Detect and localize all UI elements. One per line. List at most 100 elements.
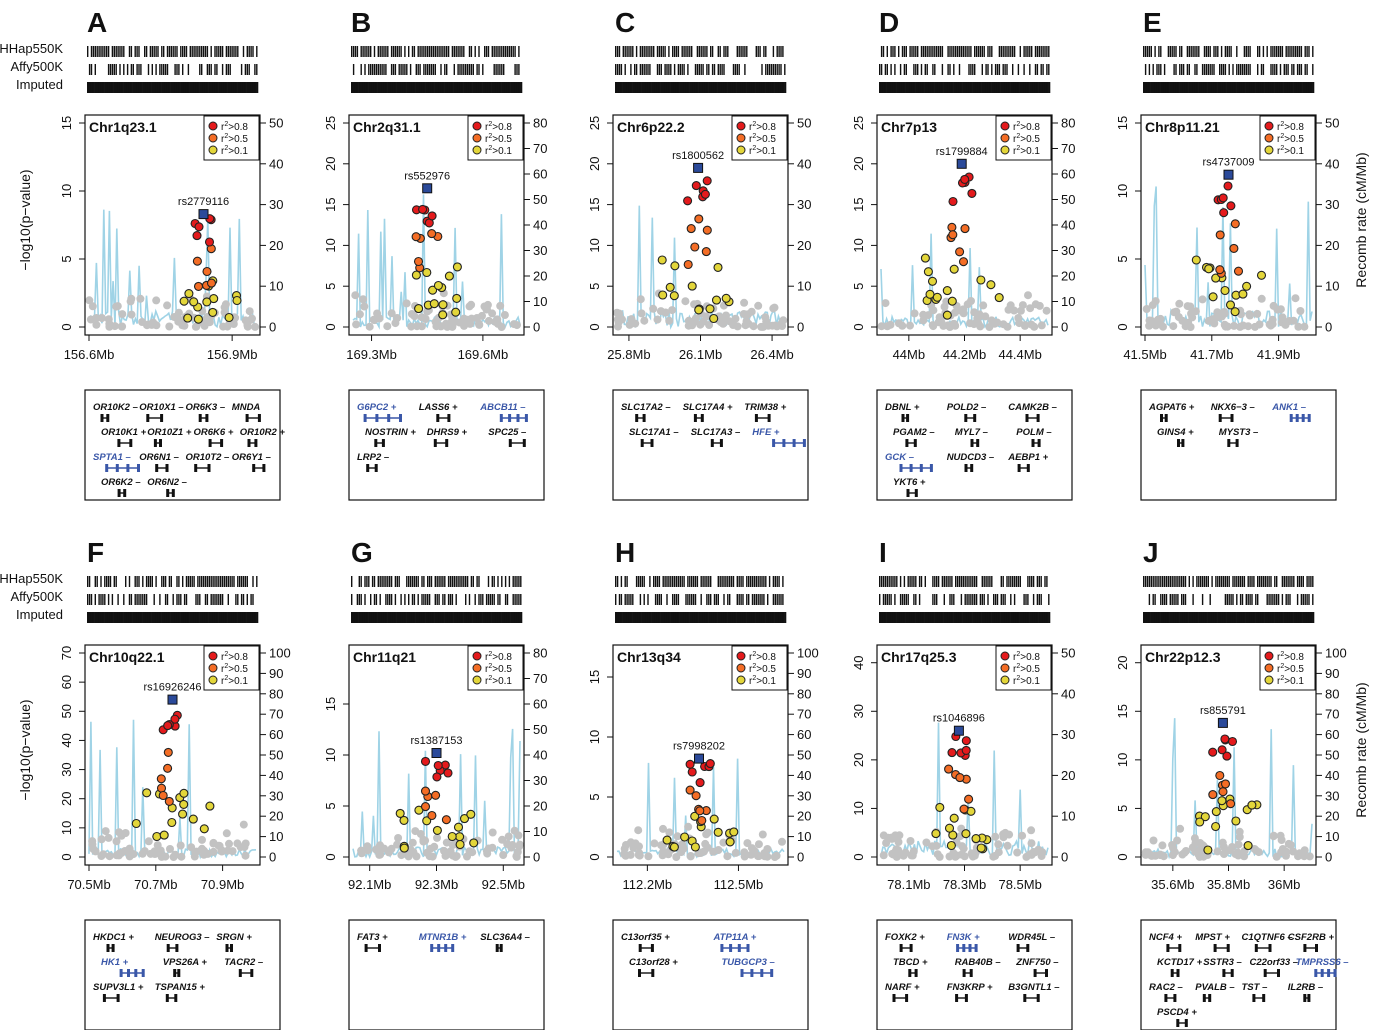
recomb-tick-label: 30 (269, 197, 283, 212)
y-tick-label: 25 (323, 116, 338, 130)
marker-tick (1165, 82, 1168, 93)
marker-tick (440, 82, 443, 93)
marker-tick (174, 82, 177, 93)
lead-snp-label: rs1046896 (933, 713, 985, 725)
marker-tick (1270, 64, 1272, 75)
marker-tick (1182, 82, 1186, 93)
y-tick-label: 5 (851, 283, 866, 290)
marker-tick (415, 82, 418, 93)
marker-tick (252, 46, 254, 57)
marker-tick (953, 594, 955, 605)
marker-tick (892, 612, 895, 623)
snp-point-ld (690, 842, 700, 852)
marker-tick (436, 82, 439, 93)
snp-point-gray (919, 310, 928, 319)
marker-tick (1296, 82, 1300, 93)
marker-tick (719, 576, 721, 587)
marker-tick (1000, 46, 1002, 57)
marker-tick (1029, 576, 1031, 587)
marker-tick (231, 82, 234, 93)
snp-point-ld (438, 300, 448, 310)
gene-exon (1314, 969, 1318, 977)
marker-tick (934, 82, 937, 93)
marker-tick (246, 612, 249, 623)
marker-tick (681, 576, 683, 587)
legend-sup: 2 (752, 145, 756, 152)
marker-tick (727, 594, 729, 605)
marker-tick (1012, 82, 1015, 93)
marker-tick (447, 576, 450, 587)
marker-tick (1239, 594, 1242, 605)
marker-tick (199, 82, 202, 93)
marker-tick (1243, 46, 1246, 57)
snp-point-gray (1235, 833, 1244, 841)
gene-exon (1277, 969, 1280, 977)
gene-label: POLD2 – (947, 402, 987, 413)
marker-tick (466, 64, 469, 75)
snp-point-gray (1013, 848, 1022, 857)
snp-point-gray (1291, 294, 1300, 303)
gene-label: C1QTNF6 – (1242, 932, 1294, 943)
gene-exon (134, 969, 138, 977)
snp-point-ld (1208, 747, 1218, 757)
marker-tick (1002, 46, 1004, 57)
marker-tick (702, 576, 704, 587)
marker-tick (220, 576, 222, 587)
marker-tick (484, 612, 487, 623)
marker-tick (202, 576, 205, 587)
snp-point-ld (967, 188, 977, 198)
marker-tick (201, 576, 203, 587)
marker-tick (687, 612, 690, 623)
marker-tick (615, 46, 617, 57)
marker-tick (193, 46, 195, 57)
gene-label: SLC17A3 – (691, 427, 741, 438)
marker-tick (903, 46, 906, 57)
marker-tick (90, 82, 93, 93)
legend-sup: 2 (1016, 675, 1020, 682)
marker-tick (926, 82, 929, 93)
snp-point-gray (363, 846, 372, 855)
snp-point-gray (723, 852, 732, 861)
gene-exon (238, 969, 242, 977)
snp-point-gray (442, 319, 450, 328)
marker-tick (476, 64, 478, 75)
marker-tick (197, 576, 199, 587)
marker-tick (430, 612, 433, 623)
legend-label: r2>0.5 (221, 133, 248, 145)
marker-tick (979, 82, 982, 93)
marker-tick (170, 576, 172, 587)
marker-tick (1012, 46, 1014, 57)
marker-tick (689, 82, 692, 93)
marker-tick (1179, 82, 1182, 93)
recomb-tick-label: 40 (269, 156, 283, 171)
snp-point-ld (1231, 816, 1241, 826)
marker-tick (134, 594, 136, 605)
marker-tick (518, 576, 520, 587)
marker-tick (242, 576, 245, 587)
marker-tick (941, 46, 944, 57)
gene-exon (254, 439, 258, 447)
marker-tick (700, 46, 702, 57)
marker-tick (227, 64, 229, 75)
snp-point-gray (372, 845, 381, 854)
marker-tick (729, 576, 731, 587)
marker-tick (776, 594, 778, 605)
marker-tick (702, 82, 705, 93)
snp-point-ld (709, 814, 719, 824)
marker-tick (164, 576, 167, 587)
marker-tick (182, 612, 185, 623)
marker-tick (96, 612, 99, 623)
marker-tick (996, 82, 999, 93)
snp-point-gray (239, 820, 248, 829)
marker-tick (962, 612, 965, 623)
snp-point-gray (678, 840, 687, 849)
marker-tick (197, 612, 200, 623)
gene-exon (100, 414, 104, 422)
marker-tick (352, 82, 356, 93)
marker-tick (892, 46, 894, 57)
marker-tick (1144, 64, 1147, 75)
snp-point-gray (634, 826, 643, 835)
marker-tick (947, 612, 950, 623)
gene-exon (129, 439, 133, 447)
marker-tick (178, 612, 181, 623)
